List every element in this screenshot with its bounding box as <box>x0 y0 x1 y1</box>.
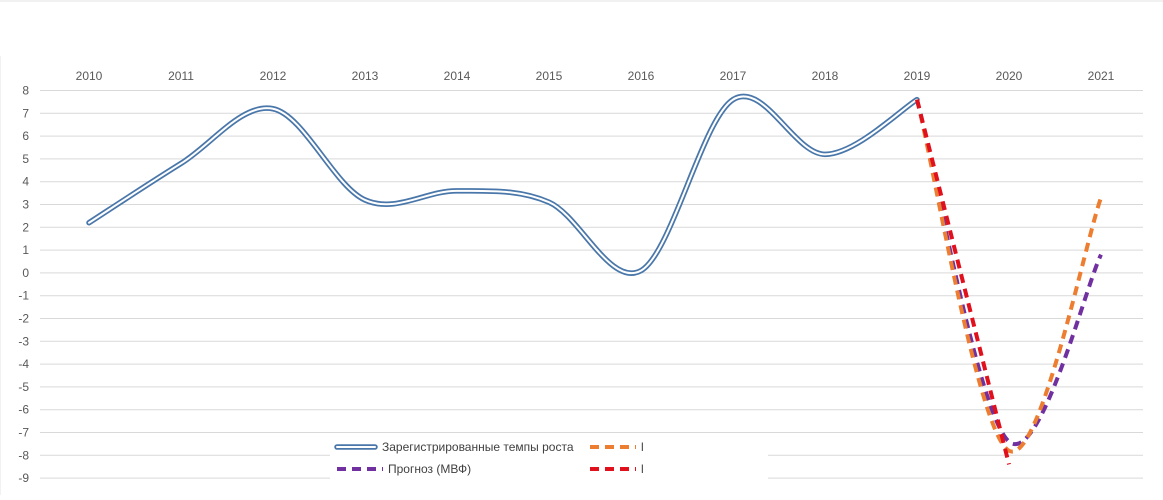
x-tick-label: 2012 <box>260 69 287 83</box>
legend-label: Зарегистрированные темпы роста <box>382 440 574 454</box>
y-tick-label: 2 <box>22 220 29 234</box>
y-axis-labels: 8 7 6 5 4 3 2 1 0 -1 -2 -3 -4 -5 -6 -7 -8 -9 <box>18 84 29 486</box>
y-tick-label: -7 <box>18 426 29 440</box>
y-tick-label: -1 <box>18 289 29 303</box>
y-tick-label: -9 <box>18 471 29 485</box>
x-tick-label: 2016 <box>628 69 655 83</box>
y-tick-label: 7 <box>22 106 29 120</box>
x-tick-label: 2020 <box>996 69 1023 83</box>
y-tick-label: 6 <box>22 129 29 143</box>
y-tick-label: -8 <box>18 448 29 462</box>
y-tick-label: -5 <box>18 380 29 394</box>
x-tick-label: 2018 <box>812 69 839 83</box>
x-tick-label: 2011 <box>168 69 194 83</box>
y-tick-label: -6 <box>18 403 29 417</box>
x-tick-label: 2021 <box>1088 69 1115 83</box>
y-tick-label: 8 <box>22 84 29 98</box>
y-tick-label: 0 <box>22 266 29 280</box>
y-tick-label: 3 <box>22 198 29 212</box>
y-tick-label: 5 <box>22 152 29 166</box>
x-axis-labels: 2010 2011 2012 2013 2014 2015 2016 2017 2018 2019… <box>76 69 1115 83</box>
y-tick-label: 1 <box>22 243 29 257</box>
gridlines <box>40 91 1143 479</box>
series-2-line <box>917 100 1101 452</box>
legend-label: l <box>641 462 644 476</box>
x-tick-label: 2017 <box>720 69 747 83</box>
y-tick-label: -4 <box>18 357 29 371</box>
y-tick-label: -3 <box>18 334 29 348</box>
y-tick-label: -2 <box>18 312 29 326</box>
x-tick-label: 2019 <box>904 69 931 83</box>
x-tick-label: 2014 <box>444 69 471 83</box>
legend-label: l <box>641 440 644 454</box>
y-tick-label: 4 <box>22 175 29 189</box>
legend-label: Прогноз (МВФ) <box>388 462 471 476</box>
series-0-line <box>89 96 917 273</box>
x-tick-label: 2015 <box>536 69 563 83</box>
x-tick-label: 2013 <box>352 69 379 83</box>
series-1-line <box>917 100 1101 445</box>
legend: Зарегистрированные темпы роста Прогноз (М… <box>330 435 768 487</box>
x-tick-label: 2010 <box>76 69 103 83</box>
